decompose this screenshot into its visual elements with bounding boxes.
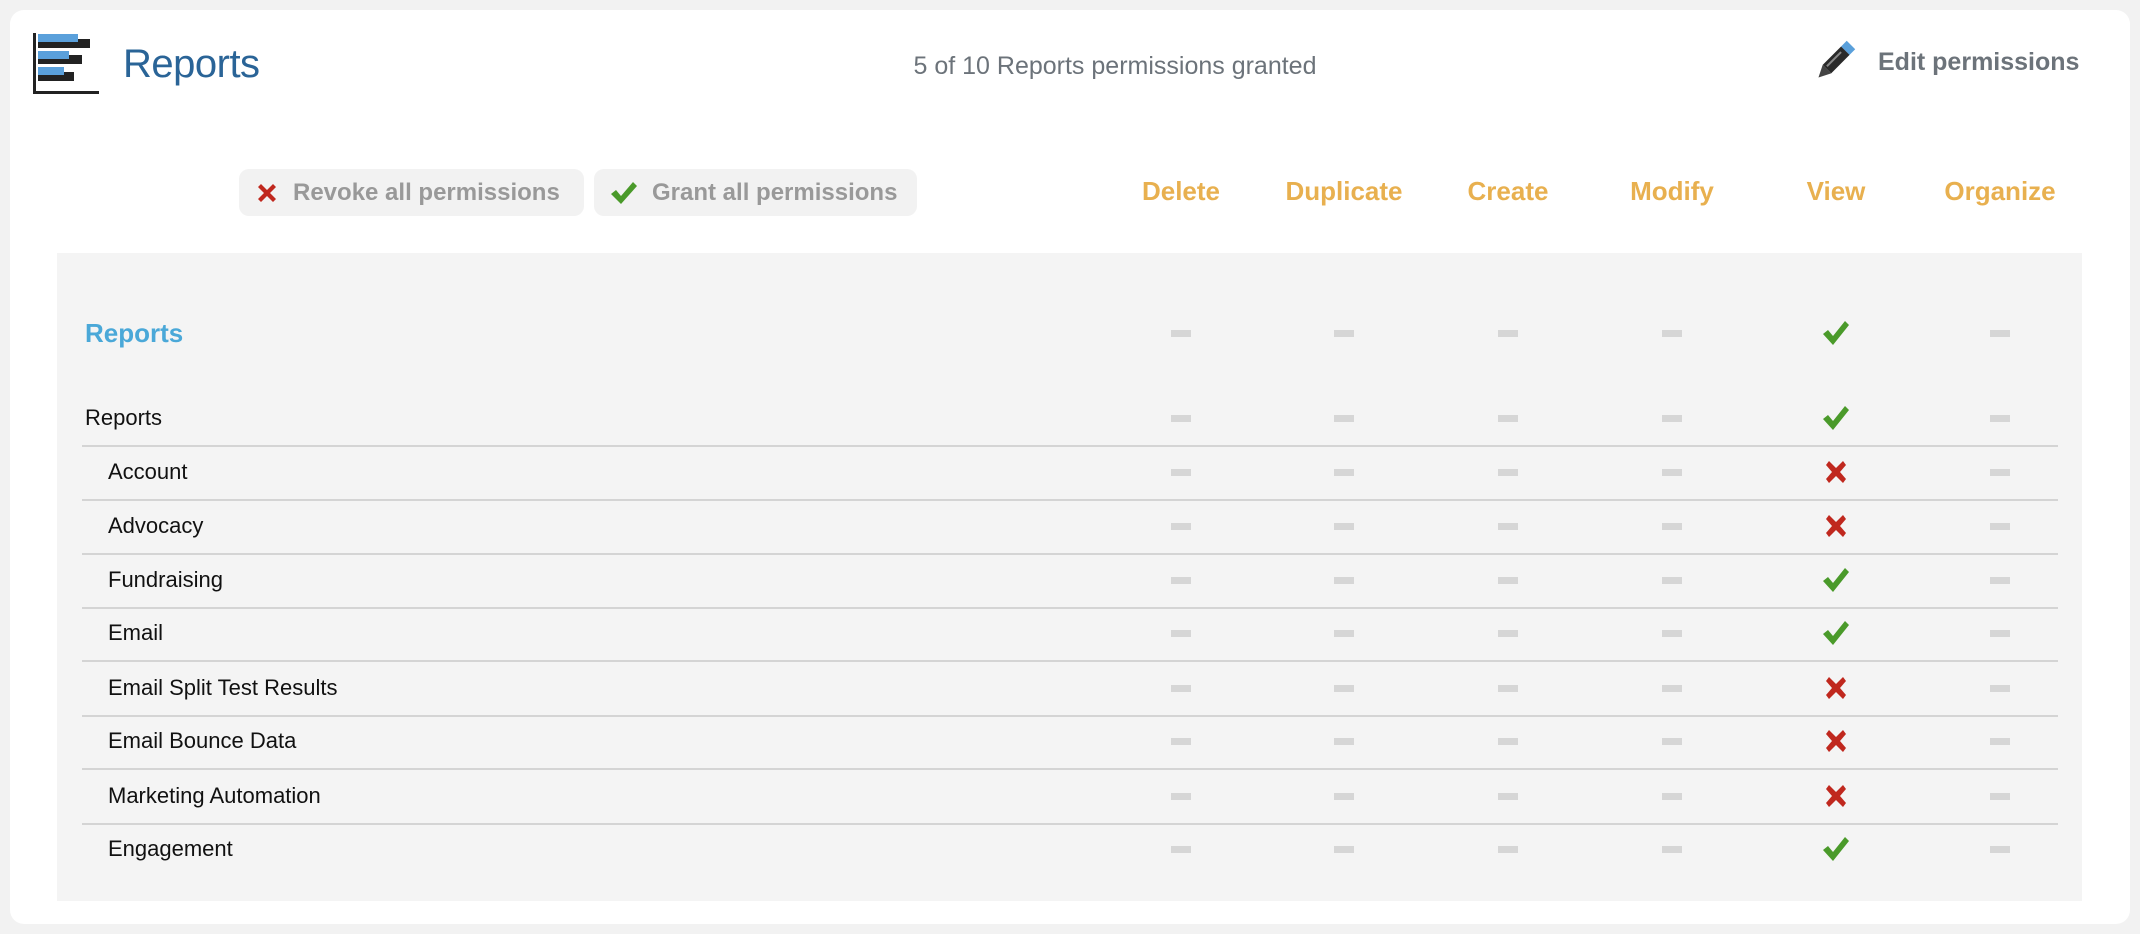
- row-6-organize-na-dash[interactable]: [1990, 738, 2010, 745]
- pencil-icon: [1818, 40, 1856, 78]
- row-1-delete-na-dash[interactable]: [1171, 469, 1191, 476]
- column-header-modify: Modify: [1630, 176, 1714, 206]
- row-6-duplicate-na-dash[interactable]: [1334, 738, 1354, 745]
- row-divider: [82, 553, 2058, 555]
- row-4-view-check-icon[interactable]: [1821, 618, 1851, 648]
- row-1-create-na-dash[interactable]: [1498, 469, 1518, 476]
- column-header-duplicate: Duplicate: [1285, 176, 1403, 206]
- row-6-create-na-dash[interactable]: [1498, 738, 1518, 745]
- revoke-all-button[interactable]: Revoke all permissions: [239, 169, 584, 216]
- row-4-modify-na-dash[interactable]: [1662, 630, 1682, 637]
- row-0-organize-na-dash[interactable]: [1990, 415, 2010, 422]
- bar-chart-icon: [33, 33, 99, 94]
- row-0-modify-na-dash[interactable]: [1662, 415, 1682, 422]
- row-8-organize-na-dash[interactable]: [1990, 846, 2010, 853]
- row-label: Marketing Automation: [108, 783, 321, 808]
- section-delete-na-dash[interactable]: [1171, 330, 1191, 337]
- check-icon: [611, 181, 637, 204]
- row-5-duplicate-na-dash[interactable]: [1334, 685, 1354, 692]
- row-5-organize-na-dash[interactable]: [1990, 685, 2010, 692]
- row-6-delete-na-dash[interactable]: [1171, 738, 1191, 745]
- row-5-delete-na-dash[interactable]: [1171, 685, 1191, 692]
- page-title: Reports: [123, 42, 260, 86]
- section-create-na-dash[interactable]: [1498, 330, 1518, 337]
- row-0-create-na-dash[interactable]: [1498, 415, 1518, 422]
- row-3-delete-na-dash[interactable]: [1171, 577, 1191, 584]
- row-0-delete-na-dash[interactable]: [1171, 415, 1191, 422]
- row-3-modify-na-dash[interactable]: [1662, 577, 1682, 584]
- row-8-create-na-dash[interactable]: [1498, 846, 1518, 853]
- section-duplicate-na-dash[interactable]: [1334, 330, 1354, 337]
- row-label: Engagement: [108, 836, 233, 861]
- row-0-view-check-icon[interactable]: [1821, 403, 1851, 433]
- row-7-view-x-icon[interactable]: [1821, 781, 1851, 811]
- row-8-view-check-icon[interactable]: [1821, 834, 1851, 864]
- row-divider: [82, 768, 2058, 770]
- row-0-duplicate-na-dash[interactable]: [1334, 415, 1354, 422]
- section-modify-na-dash[interactable]: [1662, 330, 1682, 337]
- column-header-delete: Delete: [1141, 176, 1221, 206]
- row-label: Email: [108, 620, 164, 645]
- permissions-table: [57, 253, 2082, 901]
- grant-all-label: Grant all permissions: [652, 178, 898, 206]
- row-1-modify-na-dash[interactable]: [1662, 469, 1682, 476]
- row-7-organize-na-dash[interactable]: [1990, 793, 2010, 800]
- row-1-duplicate-na-dash[interactable]: [1334, 469, 1354, 476]
- row-2-modify-na-dash[interactable]: [1662, 523, 1682, 530]
- row-4-organize-na-dash[interactable]: [1990, 630, 2010, 637]
- row-label: Email Split Test Results: [108, 675, 338, 700]
- row-divider: [82, 660, 2058, 662]
- column-header-view: View: [1806, 176, 1866, 206]
- row-label: Reports: [85, 405, 163, 430]
- permissions-summary: 5 of 10 Reports permissions granted: [913, 52, 1317, 80]
- row-6-modify-na-dash[interactable]: [1662, 738, 1682, 745]
- row-6-view-x-icon[interactable]: [1821, 726, 1851, 756]
- row-divider: [82, 499, 2058, 501]
- row-7-delete-na-dash[interactable]: [1171, 793, 1191, 800]
- revoke-all-label: Revoke all permissions: [293, 178, 560, 206]
- row-5-modify-na-dash[interactable]: [1662, 685, 1682, 692]
- row-7-modify-na-dash[interactable]: [1662, 793, 1682, 800]
- row-divider: [82, 823, 2058, 825]
- x-icon: [258, 183, 276, 202]
- row-2-organize-na-dash[interactable]: [1990, 523, 2010, 530]
- column-header-create: Create: [1467, 176, 1549, 206]
- row-1-view-x-icon[interactable]: [1821, 457, 1851, 487]
- row-2-view-x-icon[interactable]: [1821, 511, 1851, 541]
- row-3-duplicate-na-dash[interactable]: [1334, 577, 1354, 584]
- row-label: Email Bounce Data: [108, 728, 297, 753]
- row-1-organize-na-dash[interactable]: [1990, 469, 2010, 476]
- column-header-organize: Organize: [1944, 176, 2056, 206]
- row-label: Advocacy: [108, 513, 204, 538]
- section-title: Reports: [85, 318, 184, 348]
- row-3-view-check-icon[interactable]: [1821, 565, 1851, 595]
- row-7-duplicate-na-dash[interactable]: [1334, 793, 1354, 800]
- row-4-delete-na-dash[interactable]: [1171, 630, 1191, 637]
- row-label: Account: [108, 459, 188, 484]
- section-organize-na-dash[interactable]: [1990, 330, 2010, 337]
- row-divider: [82, 715, 2058, 717]
- row-5-create-na-dash[interactable]: [1498, 685, 1518, 692]
- row-8-delete-na-dash[interactable]: [1171, 846, 1191, 853]
- row-3-create-na-dash[interactable]: [1498, 577, 1518, 584]
- row-4-duplicate-na-dash[interactable]: [1334, 630, 1354, 637]
- row-3-organize-na-dash[interactable]: [1990, 577, 2010, 584]
- edit-permissions-label: Edit permissions: [1878, 47, 2080, 76]
- row-2-create-na-dash[interactable]: [1498, 523, 1518, 530]
- row-4-create-na-dash[interactable]: [1498, 630, 1518, 637]
- row-divider: [82, 607, 2058, 609]
- row-8-duplicate-na-dash[interactable]: [1334, 846, 1354, 853]
- edit-permissions-button[interactable]: Edit permissions: [1812, 40, 2079, 84]
- row-2-delete-na-dash[interactable]: [1171, 523, 1191, 530]
- row-7-create-na-dash[interactable]: [1498, 793, 1518, 800]
- section-view-check-icon[interactable]: [1821, 318, 1851, 348]
- row-label: Fundraising: [108, 567, 223, 592]
- row-8-modify-na-dash[interactable]: [1662, 846, 1682, 853]
- row-5-view-x-icon[interactable]: [1821, 673, 1851, 703]
- grant-all-button[interactable]: Grant all permissions: [594, 169, 917, 216]
- row-divider: [82, 445, 2058, 447]
- row-2-duplicate-na-dash[interactable]: [1334, 523, 1354, 530]
